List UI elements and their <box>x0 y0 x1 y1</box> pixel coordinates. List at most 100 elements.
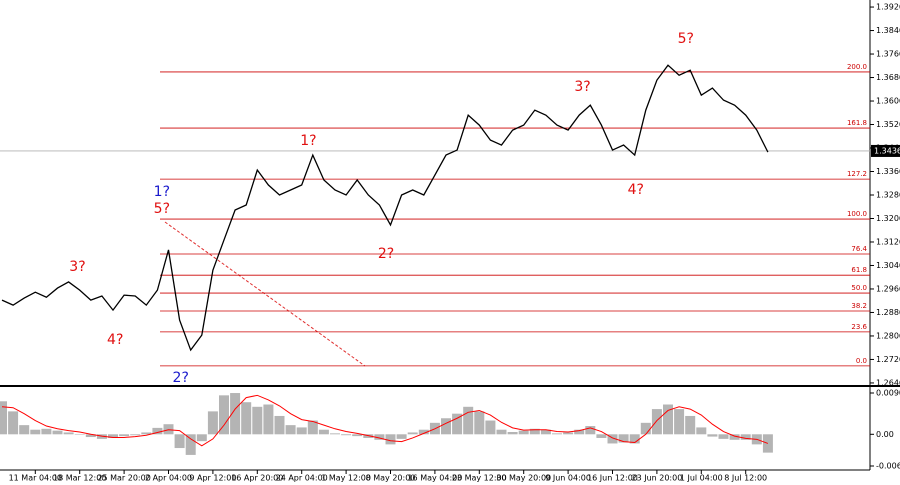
histogram-bar <box>629 434 640 444</box>
histogram-bar <box>341 434 352 436</box>
y-tick-label: 1.3606 <box>876 97 900 106</box>
wave-label: 2? <box>378 246 394 262</box>
signal-line <box>1 394 769 447</box>
histogram-bar <box>540 429 551 435</box>
fib-label: 161.8 <box>847 119 867 127</box>
histogram-bar <box>407 432 418 435</box>
x-tick-label: 24 Apr 04:00 <box>276 474 328 483</box>
histogram-bar <box>185 434 196 455</box>
histogram-bar <box>707 434 718 437</box>
histogram-bar <box>485 420 496 435</box>
y-tick-label: 1.3046 <box>876 261 900 270</box>
fib-label: 76.4 <box>851 245 867 253</box>
x-tick-label: 9 Jun 04:00 <box>545 474 591 483</box>
histogram-bar <box>174 434 185 449</box>
histogram-bar <box>651 409 662 435</box>
histogram-bar <box>207 411 218 435</box>
histogram-bar <box>196 434 207 442</box>
x-tick-label: 2 Apr 04:00 <box>145 474 192 483</box>
fib-label: 200.0 <box>847 63 867 71</box>
wave-label: 4? <box>107 332 123 348</box>
fib-label: 50.0 <box>851 284 867 292</box>
histogram-bar <box>41 428 52 435</box>
histogram-bar <box>463 406 474 435</box>
y-tick-label: 1.2726 <box>876 355 900 364</box>
histogram-bar <box>552 433 562 435</box>
x-tick-label: 9 Apr 12:00 <box>189 474 236 483</box>
x-tick-label: 8 Jul 12:00 <box>724 474 767 483</box>
fib-label: 38.2 <box>851 302 867 310</box>
wave-label: 3? <box>69 259 85 275</box>
histogram-bar <box>563 432 574 435</box>
histogram-bar <box>63 432 74 435</box>
histogram-bar <box>418 429 429 435</box>
y-tick-label: 1.2806 <box>876 331 900 340</box>
last-price-box <box>871 144 900 157</box>
y-tick-label: 1.2886 <box>876 308 900 317</box>
y-tick-label: 1.3926 <box>876 3 900 12</box>
histogram-bar <box>19 425 30 435</box>
histogram-bar <box>685 415 696 435</box>
histogram-bar <box>52 430 63 435</box>
x-tick-label: 1 May 12:00 <box>321 474 371 483</box>
y-tick-label: 1.3206 <box>876 214 900 223</box>
histogram-bar <box>74 434 85 435</box>
x-tick-label: 18 Mar 12:00 <box>53 474 106 483</box>
y-tick-label: -0.00692 <box>876 462 900 471</box>
y-tick-label: 0.00901 <box>876 388 900 397</box>
histogram-bar <box>352 434 363 437</box>
histogram-bar <box>729 434 740 440</box>
histogram-bar <box>219 395 229 435</box>
histogram-bar <box>640 422 651 435</box>
histogram-bar <box>618 434 629 443</box>
y-tick-label: 1.3686 <box>876 73 900 82</box>
histogram-bar <box>274 415 285 435</box>
histogram-bar <box>374 434 385 440</box>
wave-label: 5? <box>678 31 694 47</box>
histogram-bar <box>285 425 296 435</box>
histogram-bar <box>318 429 329 435</box>
histogram-bar <box>119 434 130 437</box>
wave-label: 1? <box>300 133 316 149</box>
last-price-label: 1.3436 <box>874 146 900 155</box>
wave-label: 4? <box>628 182 644 198</box>
x-tick-label: 25 Mar 20:00 <box>97 474 150 483</box>
histogram-bar <box>740 434 751 440</box>
histogram-bar <box>574 429 585 435</box>
histogram-bar <box>529 428 540 435</box>
histogram-bar <box>108 434 118 438</box>
wave-label: 1? <box>154 184 170 200</box>
y-tick-label: 1.2966 <box>876 284 900 293</box>
histogram-bar <box>674 409 685 435</box>
histogram-bar <box>296 427 307 435</box>
histogram-bar <box>496 429 507 435</box>
histogram-bar <box>241 402 252 435</box>
histogram-bar <box>607 434 618 444</box>
wave-label: 2? <box>173 370 189 386</box>
trend-line <box>164 221 366 367</box>
x-tick-label: 30 May 20:00 <box>496 474 551 483</box>
fib-label: 0.0 <box>856 357 867 365</box>
y-tick-label: 1.3766 <box>876 50 900 59</box>
y-tick-label: 0.00 <box>876 430 894 439</box>
histogram-bar <box>507 432 518 435</box>
histogram-bar <box>396 434 407 439</box>
y-tick-label: 1.3126 <box>876 237 900 246</box>
fib-label: 23.6 <box>851 323 867 331</box>
y-tick-label: 1.3366 <box>876 167 900 176</box>
histogram-bar <box>696 427 707 435</box>
histogram-bar <box>152 427 163 435</box>
histogram-bar <box>585 426 596 435</box>
histogram-bar <box>474 411 485 435</box>
wave-label: 3? <box>574 79 590 95</box>
histogram-bar <box>30 429 41 435</box>
histogram-bar <box>452 413 463 435</box>
y-tick-label: 1.2646 <box>876 378 900 387</box>
histogram-bar <box>230 393 241 435</box>
histogram-bar <box>330 433 340 435</box>
fib-label: 127.2 <box>847 170 867 178</box>
histogram-bar <box>8 411 19 435</box>
y-tick-label: 1.3846 <box>876 26 900 35</box>
